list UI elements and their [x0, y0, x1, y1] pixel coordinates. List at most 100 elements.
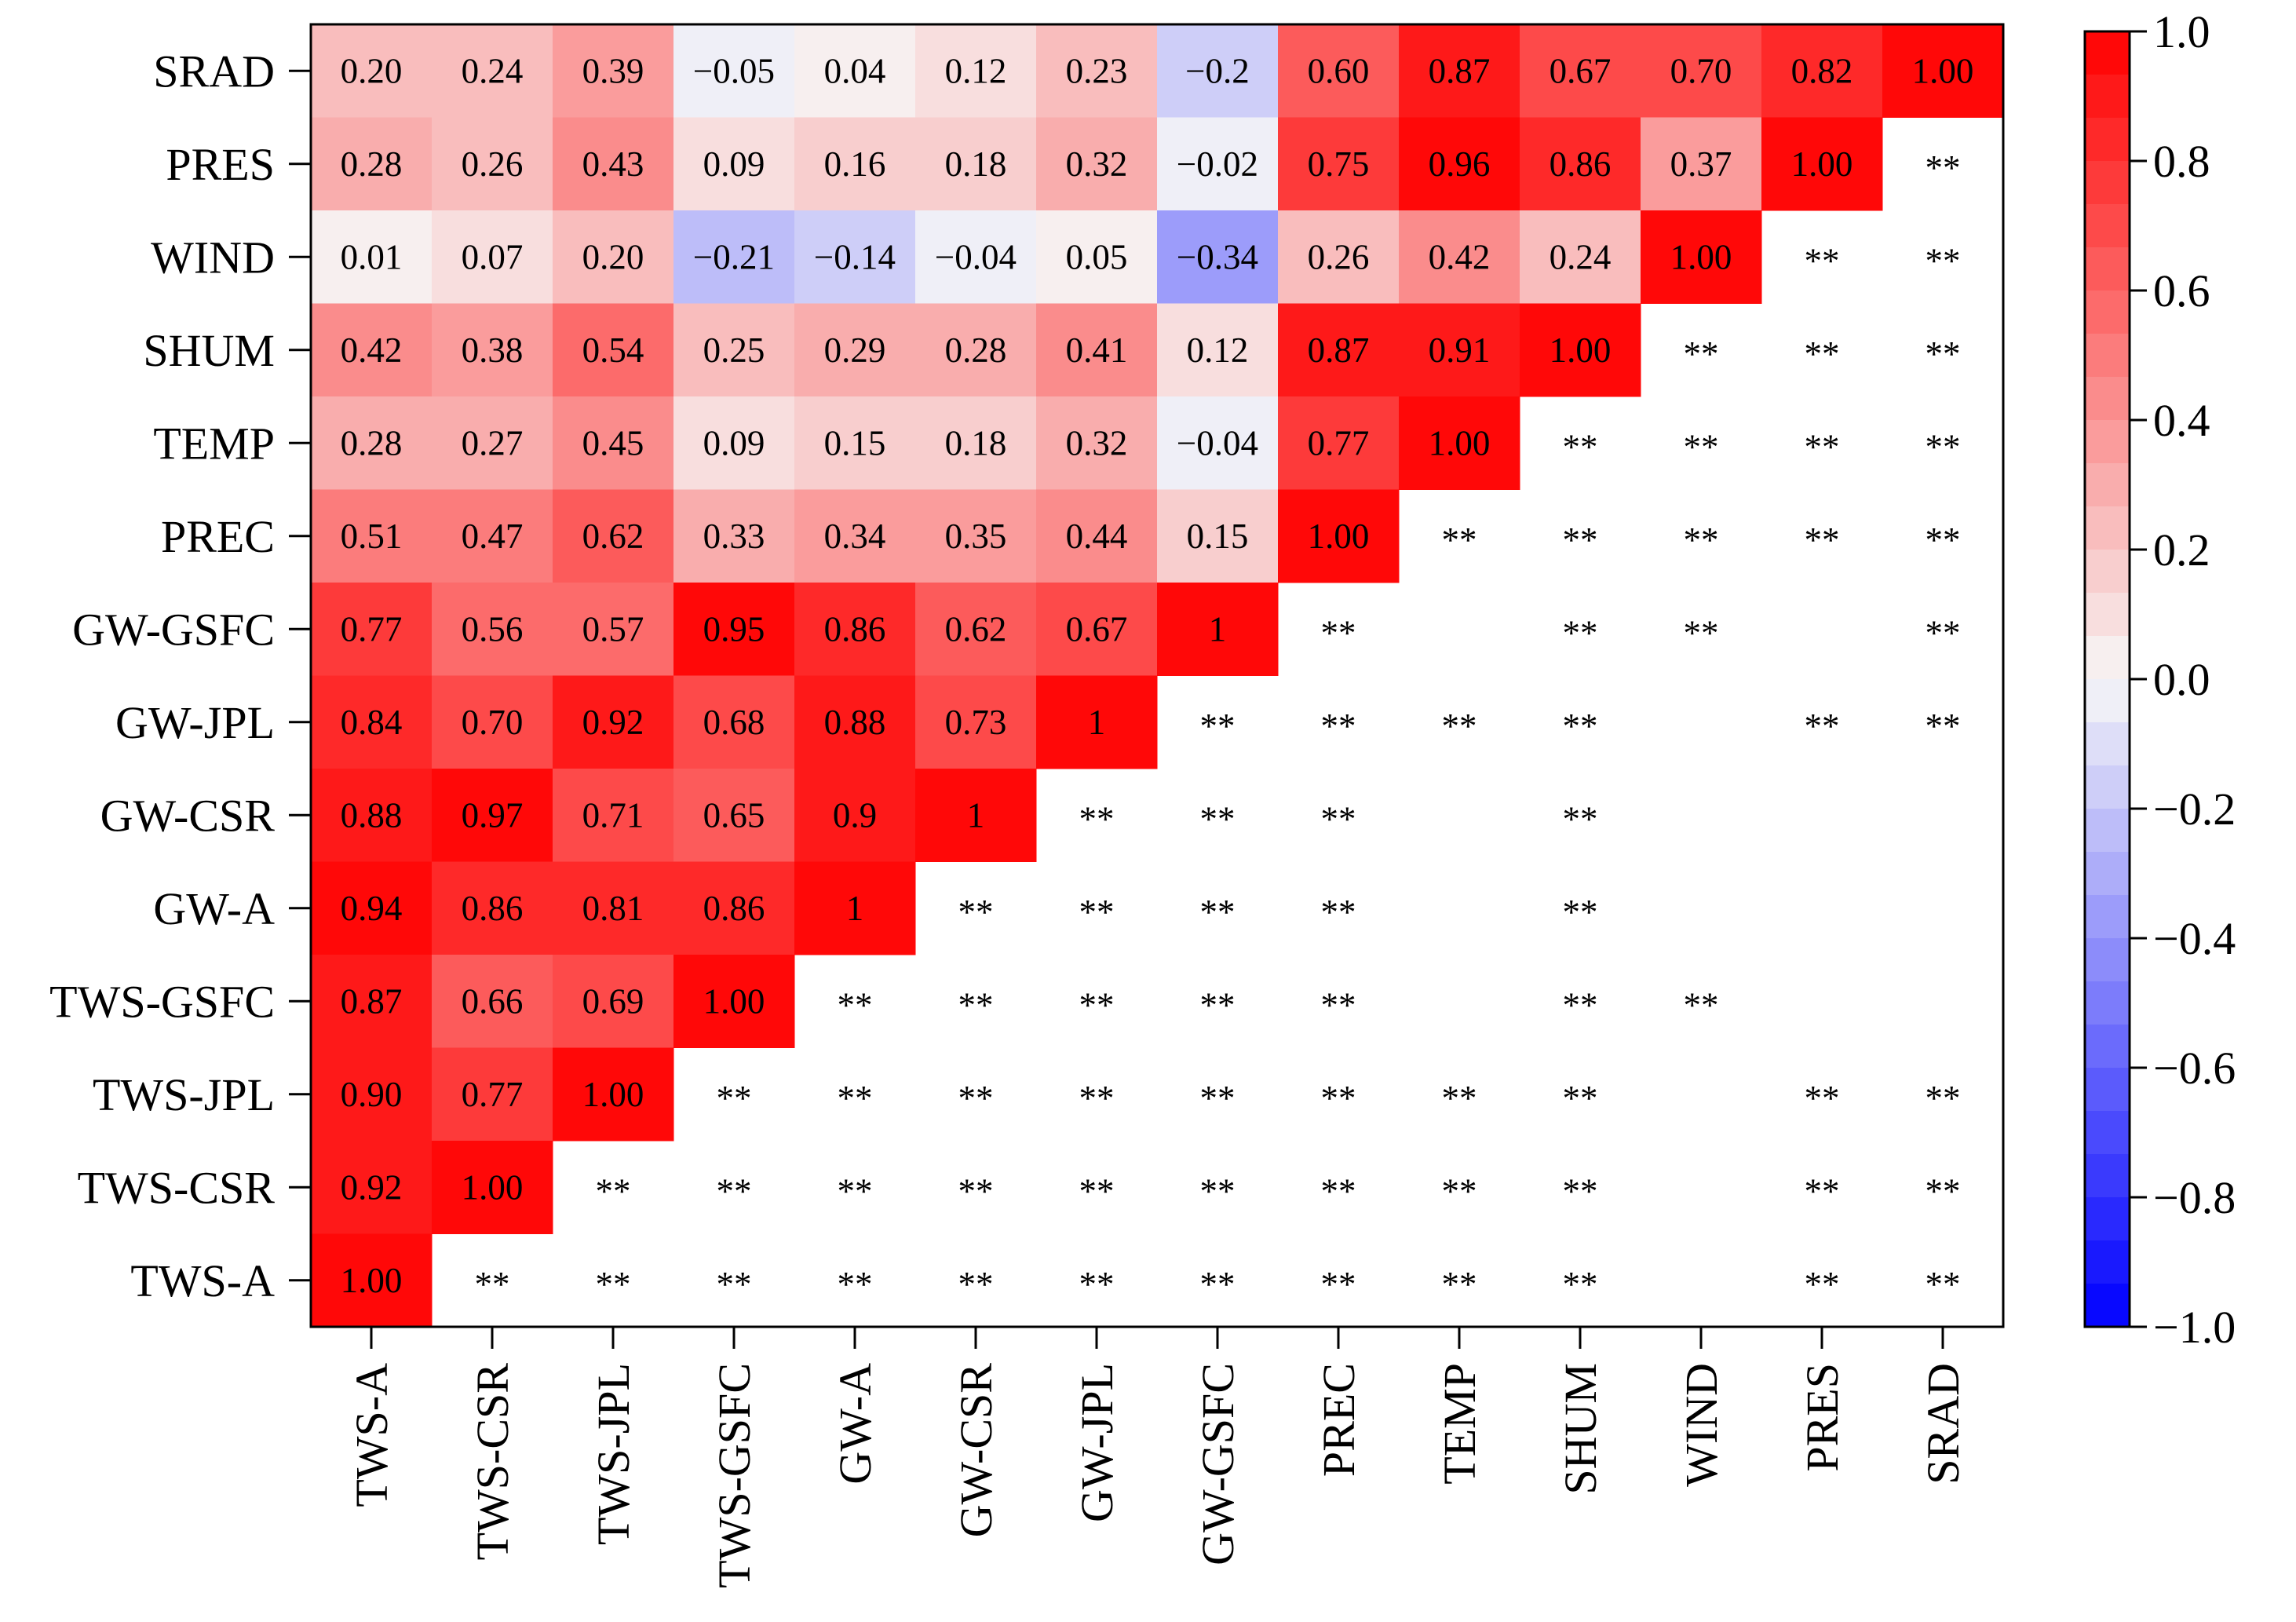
heatmap-cell [915, 769, 1037, 862]
cell-value-label: 1.00 [462, 1167, 524, 1207]
cell-value-label: 0.05 [1066, 237, 1128, 276]
heatmap-cell [1399, 210, 1520, 304]
significance-marker: ** [1079, 893, 1115, 932]
heatmap-cell [794, 769, 916, 862]
colorbar-segment [2085, 938, 2130, 982]
significance-marker: ** [1321, 1171, 1356, 1211]
x-tick-label: TWS-A [346, 1363, 397, 1507]
colorbar-segment [2085, 1111, 2130, 1155]
heatmap-cell [1036, 583, 1158, 676]
heatmap-cell [673, 489, 795, 583]
cell-value-label: 1.00 [1791, 144, 1853, 184]
significance-marker: ** [1684, 334, 1719, 374]
cell-value-label: 0.67 [1066, 609, 1128, 648]
cell-value-label: 0.47 [462, 517, 524, 556]
cell-value-label: 0.62 [945, 609, 1007, 648]
cell-value-label: 0.15 [1187, 517, 1249, 556]
cell-value-label: 0.97 [462, 795, 524, 835]
cell-value-label: 0.01 [341, 237, 403, 276]
heatmap-cell [794, 675, 916, 769]
heatmap-cell [1157, 396, 1279, 490]
significance-marker: ** [1684, 521, 1719, 560]
cell-value-label: 0.20 [341, 51, 403, 90]
heatmap-cell [1278, 396, 1400, 490]
heatmap-cell [794, 117, 916, 211]
heatmap-cell [673, 396, 795, 490]
y-axis: SRAD PRES WIND SHUM TEMP PREC GW-GSFC GW-JPL GW-… [49, 46, 311, 1306]
x-tick-label: PRES [1797, 1363, 1848, 1472]
significance-marker: ** [1321, 707, 1356, 746]
x-tick-label: WIND [1676, 1363, 1727, 1487]
colorbar-tick-label: 0.0 [2153, 654, 2210, 705]
cell-value-label: 0.09 [703, 144, 765, 184]
heatmap-cell [432, 769, 553, 862]
cell-value-label: 0.73 [945, 703, 1007, 742]
heatmap-cell [1882, 24, 2004, 118]
significance-marker: ** [1926, 1265, 1961, 1304]
significance-marker: ** [1926, 1079, 1961, 1118]
heatmap-cell [1641, 210, 1762, 304]
heatmap-cell [432, 489, 553, 583]
y-tick-label: GW-JPL [115, 697, 275, 748]
y-tick-label: TWS-GSFC [49, 976, 275, 1027]
colorbar-segment [2085, 852, 2130, 896]
cell-value-label: 1.00 [1912, 51, 1974, 90]
heatmap-cell [311, 210, 433, 304]
significance-marker: ** [1321, 799, 1356, 838]
colorbar-segment [2085, 809, 2130, 853]
cell-value-label: 0.77 [462, 1075, 524, 1114]
heatmap-cell [432, 117, 553, 211]
heatmap-cell [1520, 117, 1641, 211]
cell-value-label: 0.57 [582, 609, 644, 648]
cell-value-label: 0.88 [824, 703, 886, 742]
colorbar: 1.0 0.8 0.6 0.4 0.2 0.0 −0.2 −0.4 −0.6 −0.8 −1.0 [2083, 6, 2236, 1353]
y-tick-label: WIND [151, 232, 275, 283]
colorbar-segment [2085, 981, 2130, 1025]
cell-value-label: −0.04 [1177, 423, 1258, 462]
cell-value-label: 0.44 [1066, 517, 1128, 556]
heatmap-cell [1399, 303, 1520, 397]
heatmap-cell [1278, 117, 1400, 211]
heatmap-cell [794, 489, 916, 583]
cell-value-label: 0.07 [462, 237, 524, 276]
heatmap-cell [673, 210, 795, 304]
cell-value-label: 0.62 [582, 517, 644, 556]
colorbar-segment [2085, 722, 2130, 766]
cell-value-label: 0.86 [824, 609, 886, 648]
cell-value-label: 0.37 [1670, 144, 1732, 184]
significance-marker: ** [1079, 1171, 1115, 1211]
cell-value-label: 0.28 [945, 331, 1007, 370]
significance-marker: ** [1442, 1079, 1477, 1118]
heatmap-cell [794, 24, 916, 118]
colorbar-segment [2085, 31, 2130, 75]
significance-marker: ** [1442, 521, 1477, 560]
y-tick-label: SHUM [143, 325, 275, 376]
cell-value-label: 0.67 [1550, 51, 1612, 90]
cell-value-label: 0.56 [462, 609, 524, 648]
heatmap-cell [311, 24, 433, 118]
cell-value-label: 0.84 [341, 703, 403, 742]
colorbar-segment [2085, 550, 2130, 594]
heatmap-cell [553, 769, 674, 862]
cell-value-label: 0.24 [1550, 237, 1612, 276]
cell-value-label: −0.34 [1177, 237, 1258, 276]
colorbar-segment [2085, 247, 2130, 291]
significance-marker: ** [1926, 427, 1961, 466]
x-tick-label: TWS-CSR [467, 1363, 518, 1561]
heatmap-cell [1157, 489, 1279, 583]
cell-value-label: −0.21 [693, 237, 775, 276]
colorbar-segment [2085, 377, 2130, 421]
significance-marker: ** [1200, 1079, 1236, 1118]
cell-value-label: 0.69 [582, 981, 644, 1021]
colorbar-segment [2085, 1068, 2130, 1112]
significance-marker: ** [1805, 707, 1840, 746]
significance-marker: ** [1200, 1265, 1236, 1304]
heatmap-cell [915, 675, 1037, 769]
significance-marker: ** [1563, 893, 1598, 932]
heatmap-cell [311, 117, 433, 211]
cell-value-label: 1.00 [341, 1261, 403, 1300]
significance-marker: ** [1321, 985, 1356, 1025]
heatmap-cell [794, 303, 916, 397]
colorbar-segment [2085, 290, 2130, 334]
heatmap-cell [673, 769, 795, 862]
